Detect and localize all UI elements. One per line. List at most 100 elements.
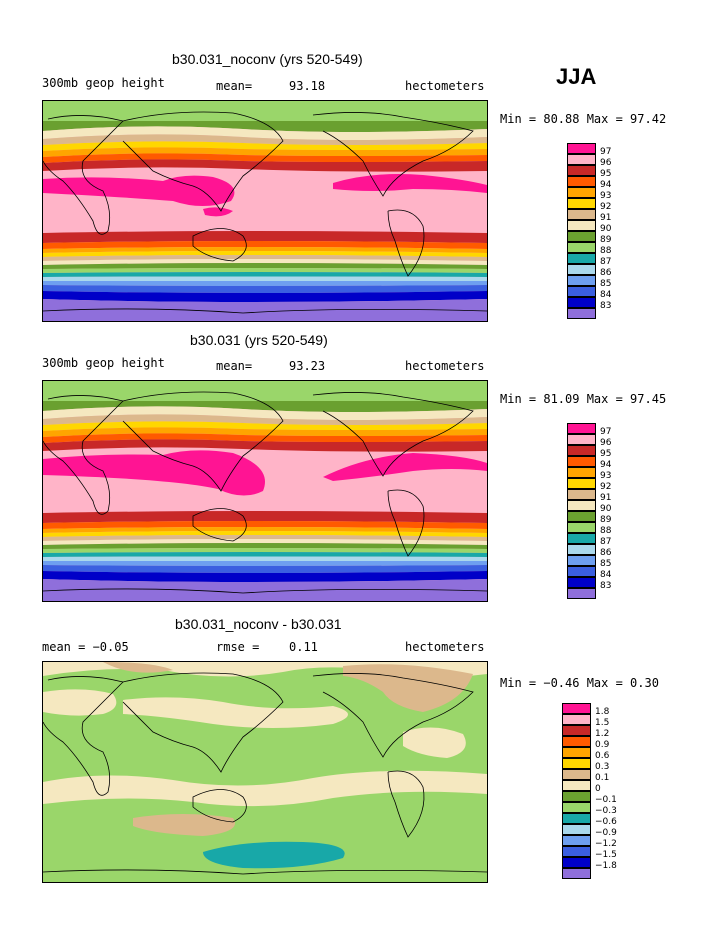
colorbar-swatch: [567, 220, 596, 231]
colorbar-label: 83: [600, 581, 612, 591]
colorbar-swatch: [567, 198, 596, 209]
colorbar-label: 85: [600, 279, 612, 289]
colorbar-swatch: [567, 434, 596, 445]
colorbar-swatch: [562, 714, 591, 725]
colorbar-label: 93: [600, 471, 612, 481]
colorbar-swatch: [562, 824, 591, 835]
colorbar-swatch: [562, 791, 591, 802]
colorbar-swatch: [567, 445, 596, 456]
colorbar-swatch: [567, 489, 596, 500]
colorbar-label: −1.2: [595, 839, 617, 849]
colorbar-swatch: [562, 747, 591, 758]
panel-1-mean-value: 93.18: [289, 79, 326, 93]
colorbar-swatch: [567, 154, 596, 165]
panel-2-title: b30.031 (yrs 520-549): [190, 332, 328, 348]
colorbar-swatch: [562, 703, 591, 714]
colorbar-swatch: [562, 769, 591, 780]
colorbar-swatch: [562, 857, 591, 868]
panel-3-map: [42, 661, 488, 883]
colorbar-label: 91: [600, 493, 612, 503]
colorbar-label: 97: [600, 427, 612, 437]
panel-3-min-max: Min = −0.46 Max = 0.30: [500, 676, 659, 690]
colorbar-swatch: [567, 275, 596, 286]
colorbar-swatch: [567, 297, 596, 308]
colorbar-label: 91: [600, 213, 612, 223]
colorbar-label: −0.3: [595, 806, 617, 816]
colorbar-swatch: [562, 802, 591, 813]
colorbar-swatch: [562, 780, 591, 791]
colorbar-label: 1.2: [595, 729, 610, 739]
colorbar-swatch: [567, 555, 596, 566]
season-label: JJA: [556, 64, 597, 89]
panel-2-mean-value: 93.23: [289, 359, 326, 373]
panel-3-rmse-label: rmse =: [216, 640, 260, 654]
colorbar-swatch: [567, 456, 596, 467]
colorbar-label: 93: [600, 191, 612, 201]
colorbar-swatch: [567, 209, 596, 220]
colorbar-label: 94: [600, 180, 612, 190]
colorbar-swatch: [562, 758, 591, 769]
colorbar-swatch: [567, 176, 596, 187]
panel-2-contour-plot: [43, 381, 487, 601]
colorbar-label: 0: [595, 784, 601, 794]
colorbar-label: 92: [600, 202, 612, 212]
colorbar-label: 89: [600, 515, 612, 525]
colorbar-swatch: [567, 478, 596, 489]
panel-3-units: hectometers: [405, 640, 485, 654]
colorbar-swatch: [567, 187, 596, 198]
panel-1-title: b30.031_noconv (yrs 520-549): [172, 51, 363, 67]
colorbar-label: −0.9: [595, 828, 617, 838]
colorbar-label: −1.5: [595, 850, 617, 860]
colorbar-swatch: [567, 500, 596, 511]
colorbar-swatch: [567, 511, 596, 522]
panel-3-contour-plot: [43, 662, 487, 882]
colorbar-label: −0.1: [595, 795, 617, 805]
colorbar-label: 0.9: [595, 740, 610, 750]
colorbar-label: 86: [600, 268, 612, 278]
panel-1-min-max: Min = 80.88 Max = 97.42: [500, 112, 667, 126]
colorbar-swatch: [562, 813, 591, 824]
colorbar-swatch: [567, 423, 596, 434]
panel-1-contour-plot: [43, 101, 487, 321]
panel-2-field-label: 300mb geop height: [42, 356, 165, 370]
colorbar-label: 1.8: [595, 707, 610, 717]
colorbar-swatch: [567, 577, 596, 588]
colorbar-swatch: [567, 467, 596, 478]
colorbar-swatch: [567, 242, 596, 253]
colorbar-swatch: [567, 566, 596, 577]
colorbar-label: 84: [600, 290, 612, 300]
colorbar-swatch: [562, 846, 591, 857]
panel-3-title: b30.031_noconv - b30.031: [175, 616, 342, 632]
colorbar-label: 90: [600, 224, 612, 234]
colorbar-label: 95: [600, 449, 612, 459]
colorbar-swatch: [562, 725, 591, 736]
colorbar-label: 0.3: [595, 762, 610, 772]
colorbar-swatch: [567, 533, 596, 544]
colorbar-label: 88: [600, 526, 612, 536]
colorbar-swatch: [562, 868, 591, 879]
colorbar-label: 90: [600, 504, 612, 514]
panel-1-field-label: 300mb geop height: [42, 76, 165, 90]
panel-3-mean-label: mean = −0.05: [42, 640, 129, 654]
colorbar-swatch: [567, 588, 596, 599]
colorbar-swatch: [562, 736, 591, 747]
colorbar-swatch: [567, 522, 596, 533]
colorbar-swatch: [567, 308, 596, 319]
colorbar-swatch: [567, 544, 596, 555]
colorbar-label: 88: [600, 246, 612, 256]
colorbar-label: 95: [600, 169, 612, 179]
colorbar-label: 96: [600, 158, 612, 168]
colorbar-label: 87: [600, 537, 612, 547]
colorbar-swatch: [567, 143, 596, 154]
panel-2-map: [42, 380, 488, 602]
colorbar-swatch: [567, 286, 596, 297]
panel-3-rmse-value: 0.11: [289, 640, 318, 654]
colorbar-label: 83: [600, 301, 612, 311]
colorbar-label: 89: [600, 235, 612, 245]
colorbar-label: 85: [600, 559, 612, 569]
colorbar-label: 94: [600, 460, 612, 470]
colorbar-label: 97: [600, 147, 612, 157]
colorbar-label: 0.6: [595, 751, 610, 761]
panel-1-map: [42, 100, 488, 322]
colorbar-label: 84: [600, 570, 612, 580]
